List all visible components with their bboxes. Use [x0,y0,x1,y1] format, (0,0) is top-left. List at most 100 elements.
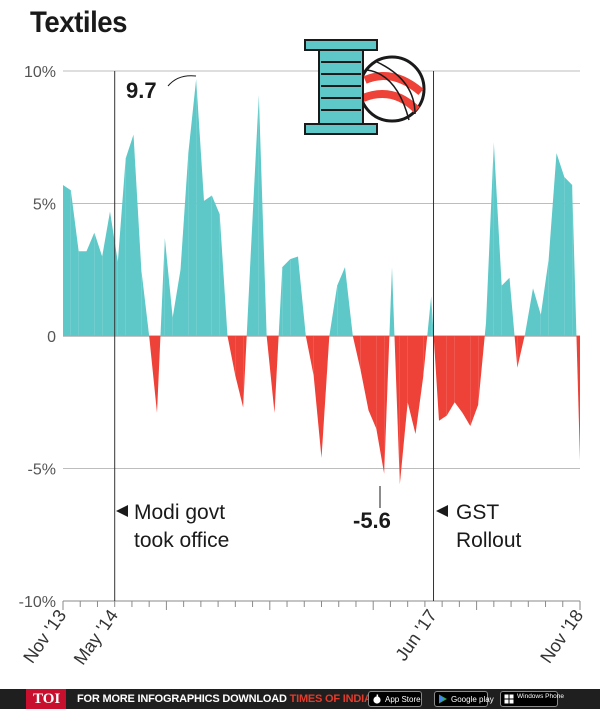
area-negative-segment [423,336,428,376]
area-positive-segment [211,195,220,336]
area-positive-segment [572,184,577,336]
area-positive-segment [86,232,95,336]
area-negative-segment [352,336,361,371]
area-positive-segment [486,142,494,336]
area-negative-segment [407,336,416,435]
area-negative-segment [235,336,244,408]
area-negative-segment [368,336,377,429]
app-store-badge[interactable]: App Store [368,691,422,707]
area-positive-segment [125,134,134,336]
windows-phone-badge[interactable]: Windows Phone [500,691,564,707]
thread-spool-icon [304,39,426,135]
area-positive-segment [564,177,573,336]
area-positive-segment [278,267,283,336]
area-negative-segment [149,336,157,413]
area-positive-segment [509,277,515,336]
x-tick-label: Nov '18 [536,606,587,667]
trough-label: -5.6 [353,508,391,533]
area-negative-segment [274,336,279,413]
area-positive-segment [337,267,345,336]
area-negative-segment [266,336,275,413]
area-positive-segment [501,277,510,336]
area-positive-segment [540,259,549,336]
area-positive-segment [188,78,197,336]
chart-title: Textiles [30,6,128,39]
event-lines [114,71,435,601]
area-positive-segment [219,214,228,336]
app-store-label: App Store [385,695,421,704]
area-positive-segment [298,256,306,336]
area-positive-segment [251,94,259,336]
area-positive-segment [345,267,353,336]
y-tick-label: 0 [47,329,56,346]
area-negative-segment [243,336,247,408]
modi-label-line1: Modi govt [134,501,225,524]
y-axis-labels: 10% 5% 0 -5% -10% [19,64,56,611]
area-negative-segment [321,336,330,458]
area-negative-segment [399,336,408,485]
modi-arrow-icon [116,505,128,517]
area-positive-segment [110,211,118,336]
area-positive-segment [427,296,432,336]
peak-label: 9.7 [126,78,157,103]
gst-label-line2: Rollout [456,529,522,552]
toi-logo: TOI [33,691,61,707]
area-positive-segment [258,94,267,336]
area-negative-segment [433,336,439,421]
area-negative-segment [439,336,447,421]
x-axis: Nov '13 May '14 Jun '17 Nov '18 [19,600,587,669]
annotations: 9.7 -5.6 Modi govt took office GST Rollo… [116,75,522,552]
y-tick-label: 5% [33,197,56,214]
gst-label-line1: GST [456,501,499,524]
area-positive-segment [246,248,251,336]
area-positive-segment [164,237,173,336]
area-negative-segment [313,336,322,458]
area-positive-segment [533,288,541,336]
x-tick-label: Jun '17 [391,606,440,665]
area-negative-segment [462,336,471,427]
area-positive-segment [290,256,298,336]
area-positive-segment [392,267,395,336]
textiles-chart: 10%5%0-5%-10% Nov '13 May '14 Jun '17 Nov '… [19,39,587,669]
footer-message-prefix: FOR MORE INFOGRAPHICS DOWNLOAD [77,693,290,705]
footer-bar: TOI FOR MORE INFOGRAPHICS DOWNLOAD TIMES… [0,689,600,709]
area-negative-segment [576,336,580,461]
y-tick-label: 10% [24,64,56,81]
area-positive-segment [493,142,502,336]
area-negative-segment [157,336,161,413]
peak-callout-line [167,75,197,87]
x-tick-label: Nov '13 [19,606,70,667]
area-negative-segment [376,336,385,474]
area-positive-segment [484,322,486,336]
google-play-label: Google play [451,695,494,704]
area-negative-segment [478,336,485,405]
area-negative-segment [415,336,424,435]
area-positive-segment [63,184,71,336]
area-negative-segment [470,336,479,427]
area-positive-segment [133,134,142,336]
area-negative-segment [454,336,463,413]
area-negative-segment [446,336,455,416]
area-negative-segment [384,336,390,474]
apple-icon [373,694,381,704]
area-positive-segment [196,78,204,336]
area-negative-segment [360,336,369,411]
x-tick-label: May '14 [70,606,122,669]
area-negative-segment [514,336,518,368]
area-positive-segment [172,269,181,336]
area-positive-segment [282,259,291,336]
area-negative-segment [227,336,236,376]
modi-label-line2: took office [134,529,229,552]
area-positive-segment [141,269,150,336]
toi-logo-box [26,689,66,709]
windows-icon [504,694,514,704]
area-positive-segment [204,195,212,336]
area-positive-segment [78,251,87,336]
area-negative-segment [394,336,400,485]
area-positive-segment [548,153,557,336]
area-positive-segment [524,333,526,336]
area-positive-segment [70,190,79,336]
google-play-badge[interactable]: Google play [434,691,494,707]
area-negative-segment [517,336,525,368]
area-positive-segment [117,158,126,336]
